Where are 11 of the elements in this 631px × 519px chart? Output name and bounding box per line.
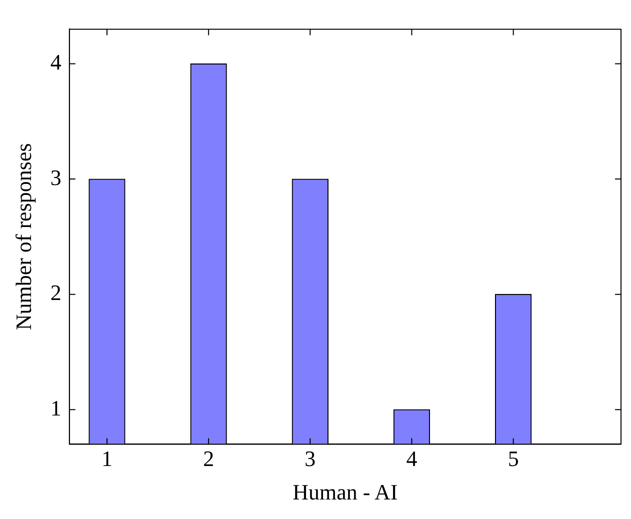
x-tick-label: 1 [101,446,112,472]
y-tick-label: 3 [50,164,62,190]
y-tick-label: 4 [50,50,62,75]
x-axis-title: Human - AI [292,480,398,505]
x-tick-label: 4 [406,446,418,472]
y-tick-label: 2 [50,280,62,306]
x-tick-label: 2 [203,446,214,472]
x-tick-label: 3 [304,446,316,472]
y-axis-title: Number of responses [10,143,36,330]
y-tick-label: 1 [50,395,62,420]
x-tick-label: 5 [508,446,519,472]
